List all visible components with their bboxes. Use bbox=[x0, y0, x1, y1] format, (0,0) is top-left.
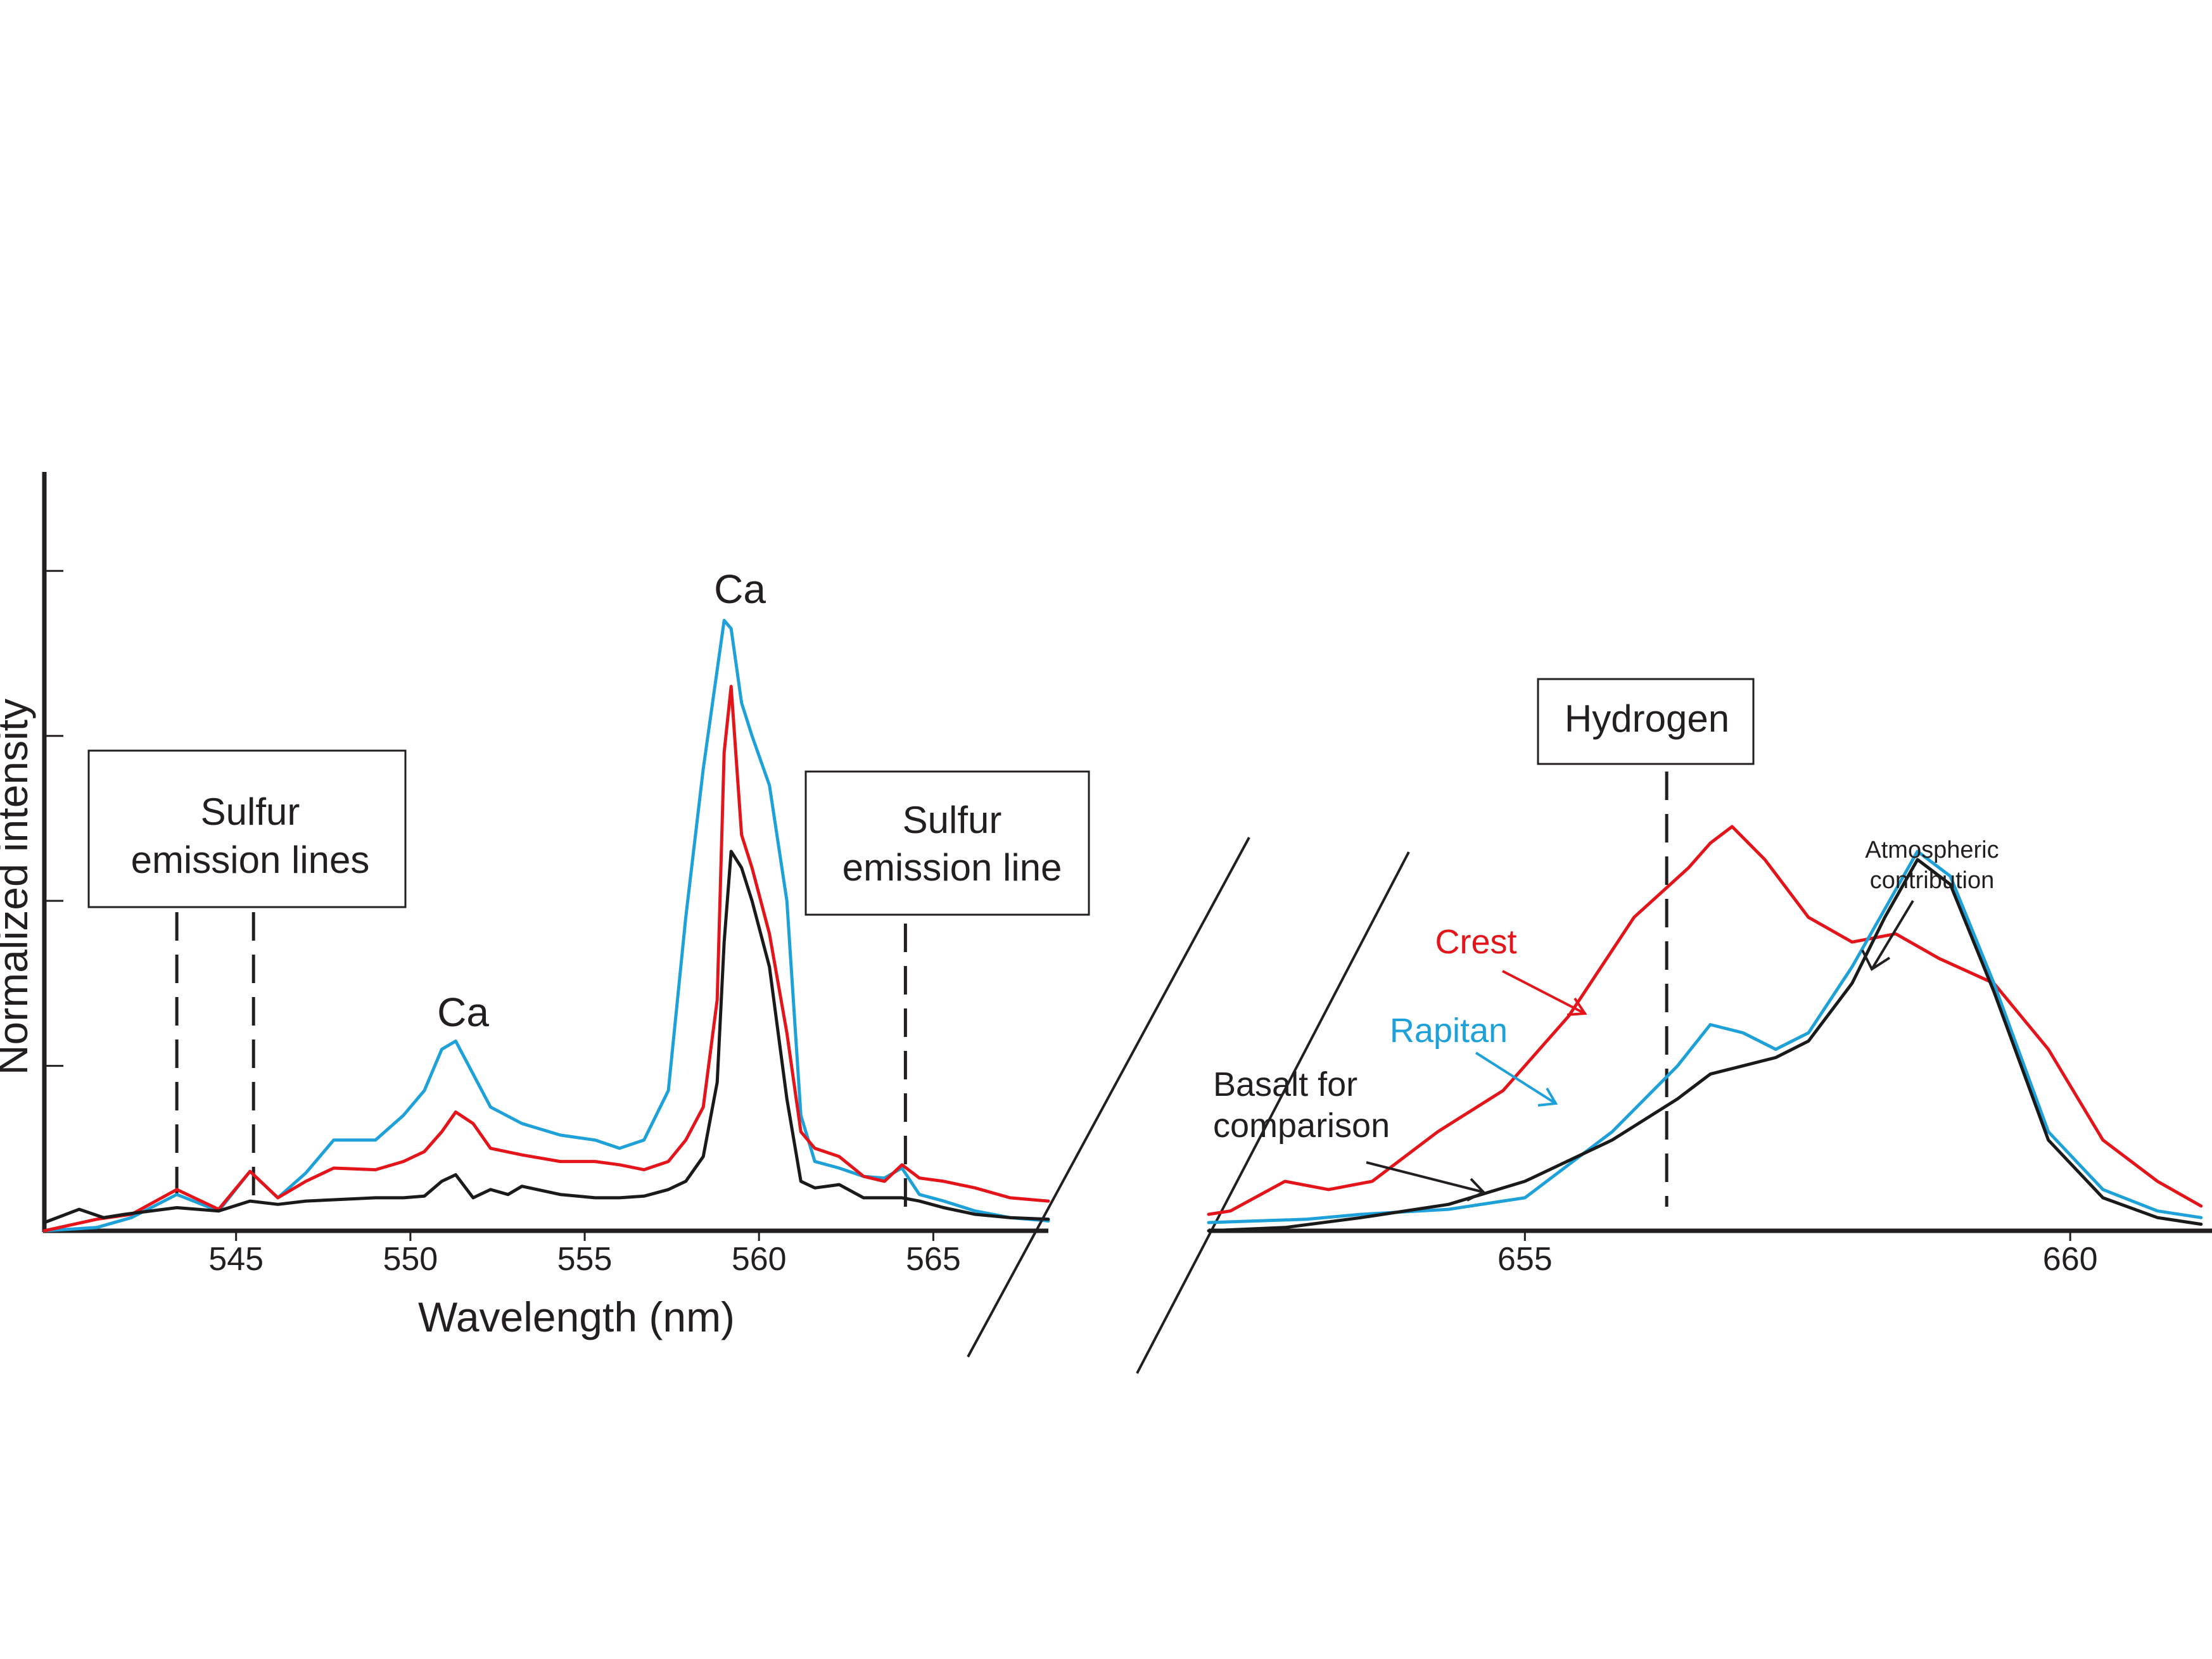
right-x-tick-label-660: 660 bbox=[2043, 1241, 2098, 1278]
atmospheric-arrow bbox=[1861, 899, 1914, 971]
axis-break-slash-1 bbox=[967, 837, 1250, 1357]
sulfur-line-box-line1: Sulfur bbox=[903, 799, 1002, 841]
sulfur-lines-box-frame bbox=[87, 749, 407, 908]
rapitan-series-label: Rapitan bbox=[1390, 1012, 1508, 1050]
crest-arrow bbox=[1502, 970, 1587, 1016]
left-x-tick-label-545: 545 bbox=[208, 1241, 264, 1278]
atmospheric-label-line2: contribution bbox=[1870, 867, 1994, 894]
atmospheric-label-line1: Atmospheric bbox=[1865, 837, 1999, 863]
left-series-crest bbox=[42, 685, 1050, 1233]
right-series-basalt-for-comparison bbox=[1207, 858, 2203, 1233]
right-series-rapitan bbox=[1207, 849, 2203, 1224]
sulfur-emission-lines-box: Sulfur emission lines bbox=[87, 749, 407, 908]
sulfur-line-box-line2: emission line bbox=[842, 846, 1062, 889]
right-x-tick-label-655: 655 bbox=[1497, 1241, 1553, 1278]
basalt-arrow bbox=[1366, 1161, 1486, 1202]
hydrogen-box-label: Hydrogen bbox=[1565, 697, 1729, 740]
right-series-crest bbox=[1207, 825, 2203, 1216]
crest-series-label: Crest bbox=[1435, 923, 1516, 961]
ca-major-label: Ca bbox=[714, 566, 766, 612]
ca-minor-label: Ca bbox=[437, 989, 489, 1035]
left-x-tick-label-550: 550 bbox=[383, 1241, 438, 1278]
hydrogen-box-frame bbox=[1537, 678, 1755, 765]
right-spectrum-panel: 655 660 Hydrogen Atmospheric contribution… bbox=[1207, 678, 2212, 1278]
left-x-tick-label-565: 565 bbox=[906, 1241, 961, 1278]
left-x-axis-label: Wavelength (nm) bbox=[418, 1294, 735, 1340]
sulfur-emission-line-box: Sulfur emission line bbox=[804, 770, 1090, 916]
left-y-axis-label: Normalized intensity bbox=[0, 699, 36, 1075]
axis-break-slash-2 bbox=[1136, 851, 1410, 1374]
left-series-basalt-for-comparison bbox=[42, 849, 1050, 1224]
basalt-series-label-line2: comparison bbox=[1213, 1107, 1390, 1145]
rapitan-arrow bbox=[1475, 1052, 1558, 1107]
left-spectrum-panel: 545 550 555 560 565 Normalized intensity Wav… bbox=[0, 472, 1090, 1340]
basalt-series-label-line1: Basalt for bbox=[1213, 1065, 1357, 1103]
sulfur-line-box-frame bbox=[804, 770, 1090, 916]
left-x-tick-label-560: 560 bbox=[732, 1241, 787, 1278]
sulfur-lines-box-line1: Sulfur bbox=[201, 791, 300, 833]
sulfur-lines-box-line2: emission lines bbox=[131, 839, 370, 881]
left-x-tick-label-555: 555 bbox=[557, 1241, 613, 1278]
hydrogen-box: Hydrogen bbox=[1537, 678, 1755, 765]
